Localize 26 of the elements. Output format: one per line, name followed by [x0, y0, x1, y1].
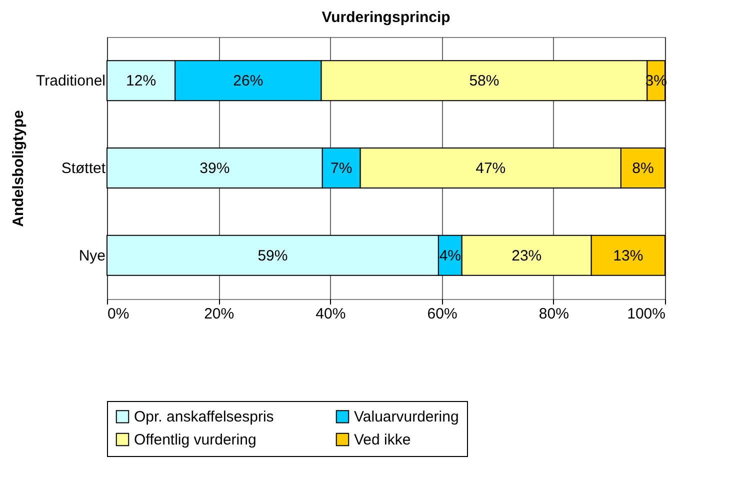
- data-label: 4%: [439, 247, 462, 264]
- x-tick-label: 40%: [316, 306, 346, 322]
- data-label: 59%: [258, 247, 288, 264]
- data-label: 7%: [330, 160, 352, 177]
- chart-title: Vurderingsprincip: [322, 9, 450, 26]
- data-label: 39%: [200, 160, 230, 177]
- y-tick-label: Traditionel: [36, 72, 106, 90]
- x-tick-label: 0%: [108, 306, 130, 322]
- legend-label: Offentlig vurdering: [134, 432, 256, 448]
- y-tick-label: Nye: [78, 247, 106, 264]
- x-tick-label: 80%: [538, 306, 569, 322]
- x-tick-label: 20%: [204, 306, 234, 322]
- data-label: 47%: [476, 160, 506, 177]
- y-axis-title: Andelsboligtype: [10, 110, 28, 227]
- legend-label: Ved ikke: [354, 432, 411, 448]
- y-tick-label: Støttet: [61, 160, 106, 177]
- data-label: 58%: [469, 72, 500, 90]
- data-label: 8%: [632, 160, 654, 177]
- data-label: 13%: [613, 247, 644, 264]
- x-tick-label: 60%: [427, 306, 458, 322]
- x-tick-label: 100%: [627, 306, 666, 322]
- data-label: 12%: [126, 72, 156, 90]
- legend-label: Valuarvurdering: [354, 408, 459, 426]
- data-label: 23%: [512, 247, 542, 264]
- legend-label: Opr. anskaffelsespris: [134, 408, 274, 426]
- data-label: 26%: [233, 72, 264, 90]
